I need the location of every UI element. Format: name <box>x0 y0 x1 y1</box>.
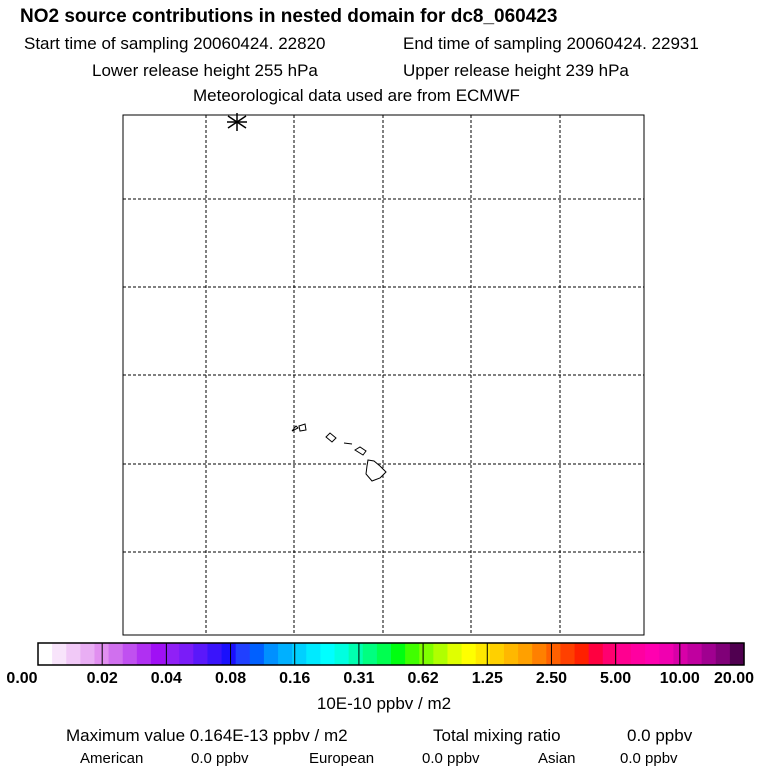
colorbar-swatch <box>715 643 731 665</box>
colorbar-tick-label: 0.02 <box>86 670 118 687</box>
maximum-value: Maximum value 0.164E-13 ppbv / m2 <box>66 726 348 745</box>
colorbar-tick-label: 0.16 <box>279 670 311 687</box>
colorbar-swatch <box>616 643 632 665</box>
colorbar-swatch <box>475 643 491 665</box>
colorbar-tick-label: 1.25 <box>471 670 503 687</box>
colorbar-swatch <box>602 643 618 665</box>
colorbar-swatch <box>320 643 336 665</box>
island-oahu <box>325 432 337 443</box>
colorbar-units: 10E-10 ppbv / m2 <box>316 694 452 713</box>
colorbar-swatch <box>503 643 519 665</box>
colorbar-swatch <box>348 643 364 665</box>
colorbar-swatch <box>193 643 209 665</box>
colorbar-swatch <box>362 643 378 665</box>
colorbar-swatch <box>136 643 152 665</box>
start-time: Start time of sampling 20060424. 22820 <box>24 34 326 53</box>
colorbar-swatch <box>165 643 180 665</box>
colorbar-swatch <box>391 643 406 665</box>
colorbar-swatch <box>419 643 434 665</box>
colorbar-swatch <box>405 643 420 665</box>
european-label: European <box>309 750 375 767</box>
colorbar-swatch <box>179 643 194 665</box>
plot-title: NO2 source contributions in nested domai… <box>20 6 558 27</box>
colorbar-swatch <box>659 643 674 665</box>
colorbar-swatch <box>80 643 96 665</box>
american-value: 0.0 ppbv <box>191 750 249 767</box>
colorbar-swatch <box>235 643 251 665</box>
colorbar-swatch <box>447 643 463 665</box>
colorbar-swatch <box>701 643 717 665</box>
colorbar-swatch <box>52 643 67 665</box>
release-marker <box>227 113 247 131</box>
colorbar-tick-label: 0.04 <box>150 670 182 687</box>
end-time: End time of sampling 20060424. 22931 <box>403 34 699 53</box>
colorbar-tick-label: 5.00 <box>600 670 632 687</box>
island-kauai <box>298 423 307 432</box>
colorbar-tick-label: 2.50 <box>535 670 568 687</box>
colorbar-swatch <box>631 643 646 665</box>
asian-label: Asian <box>538 750 576 767</box>
colorbar-swatch <box>66 643 81 665</box>
colorbar-swatch <box>687 643 703 665</box>
colorbar-swatch <box>249 643 265 665</box>
island-big-island <box>365 459 387 482</box>
map-gridlines <box>123 115 644 635</box>
colorbar-swatch <box>461 643 477 665</box>
colorbar-swatch <box>673 643 689 665</box>
colorbar-swatch <box>38 643 53 665</box>
island-molokai <box>343 442 353 445</box>
colorbar-swatch <box>122 643 138 665</box>
met-data-source: Meteorological data used are from ECMWF <box>193 86 520 105</box>
colorbar-swatch <box>263 643 279 665</box>
colorbar-swatch <box>546 643 562 665</box>
colorbar-swatch <box>292 643 307 665</box>
colorbar-swatch <box>334 643 350 665</box>
colorbar-swatch <box>588 643 604 665</box>
colorbar-swatch <box>207 643 223 665</box>
asian-value: 0.0 ppbv <box>620 750 678 767</box>
total-mixing-label: Total mixing ratio <box>433 726 561 745</box>
colorbar-segments <box>38 643 745 665</box>
colorbar-swatch <box>150 643 166 665</box>
colorbar-swatch <box>560 643 576 665</box>
colorbar-swatch <box>306 643 321 665</box>
colorbar-tick-label: 0.31 <box>343 670 375 687</box>
colorbar-swatch <box>532 643 547 665</box>
colorbar-tick-label: 0.00 <box>6 670 38 687</box>
coastline-hawaii <box>291 423 387 482</box>
colorbar-swatch <box>108 643 124 665</box>
colorbar-swatch <box>645 643 660 665</box>
colorbar-tick-label: 20.00 <box>713 670 755 687</box>
colorbar-tick-label: 10.00 <box>659 670 700 687</box>
colorbar-swatch <box>489 643 505 665</box>
american-label: American <box>80 750 144 767</box>
upper-release-height: Upper release height 239 hPa <box>403 61 629 80</box>
colorbar-swatch <box>376 643 392 665</box>
colorbar-swatch <box>278 643 293 665</box>
island-niihau <box>291 425 299 432</box>
colorbar-dividers <box>101 643 681 665</box>
total-mixing-value: 0.0 ppbv <box>627 726 693 745</box>
european-value: 0.0 ppbv <box>422 750 480 767</box>
colorbar-swatch <box>574 643 590 665</box>
colorbar-tick-label: 0.08 <box>214 670 247 687</box>
lower-release-height: Lower release height 255 hPa <box>92 61 318 80</box>
colorbar-swatch <box>221 643 237 665</box>
colorbar-swatch <box>433 643 449 665</box>
colorbar-swatch <box>729 643 745 665</box>
colorbar-frame <box>37 642 745 666</box>
colorbar-swatch <box>518 643 533 665</box>
island-maui <box>354 446 367 456</box>
colorbar-tick-label: 0.62 <box>407 670 439 687</box>
